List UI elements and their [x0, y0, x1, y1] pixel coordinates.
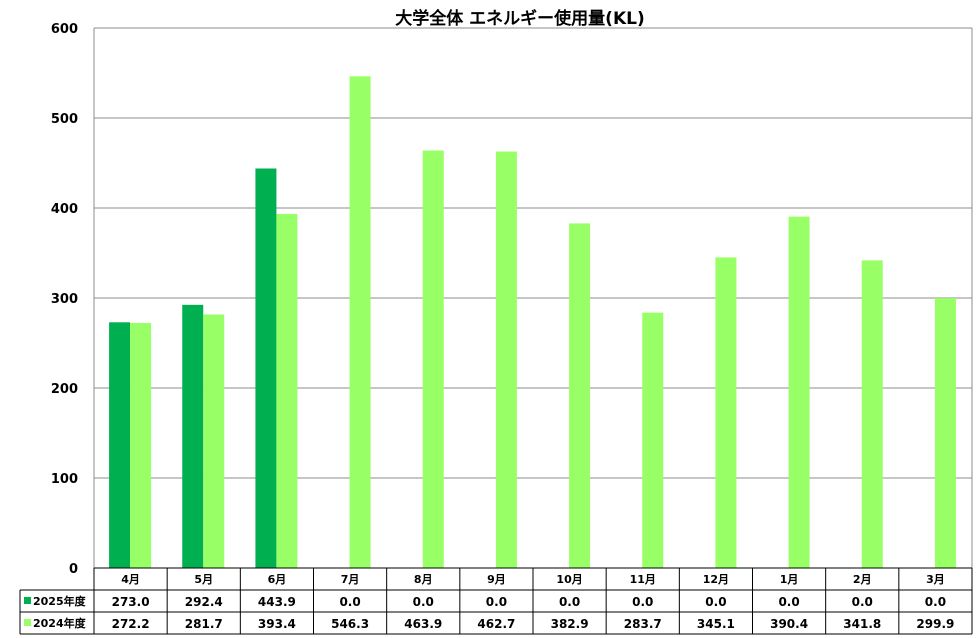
data-label: 0.0	[852, 595, 873, 609]
category-label: 12月	[703, 573, 729, 586]
bars	[109, 76, 956, 569]
data-table: 4月 5月 6月 7月 8月 9月 10月 11月 12月 1月 2月 3月 2025年度 273.0 29…	[19, 567, 973, 635]
data-label: 299.9	[916, 617, 954, 631]
category-label: 10月	[556, 573, 582, 586]
bar-2024年度-2月	[861, 260, 883, 568]
y-tick-label: 400	[51, 202, 78, 217]
bar-2024年度-3月	[934, 298, 956, 568]
y-tick-label: 500	[51, 112, 78, 127]
category-label: 7月	[341, 573, 360, 586]
gridlines	[93, 27, 973, 569]
bar-2024年度-10月	[569, 223, 591, 568]
data-label: 382.9	[551, 617, 589, 631]
data-label: 341.8	[843, 617, 881, 631]
legend-label: 2025年度	[33, 594, 87, 608]
category-label: 11月	[630, 573, 656, 586]
data-label: 281.7	[185, 617, 223, 631]
category-label: 4月	[121, 573, 140, 586]
category-label: 8月	[414, 573, 433, 586]
data-label: 0.0	[339, 595, 360, 609]
chart-title: 大学全体 エネルギー使用量(KL)	[395, 8, 644, 29]
y-tick-label: 0	[69, 562, 78, 577]
legend-swatch	[24, 619, 31, 626]
bar-2024年度-4月	[130, 323, 152, 568]
data-label: 462.7	[477, 617, 515, 631]
y-axis-ticks: 0 100 200 300 400 500 600	[51, 22, 78, 577]
data-label: 0.0	[559, 595, 580, 609]
data-label: 273.0	[112, 595, 150, 609]
data-label: 443.9	[258, 595, 296, 609]
bar-2024年度-12月	[715, 257, 737, 568]
legend-swatch	[24, 597, 31, 604]
data-label: 393.4	[258, 617, 296, 631]
bar-2024年度-11月	[642, 312, 664, 568]
y-tick-label: 600	[51, 22, 78, 37]
y-tick-label: 300	[51, 292, 78, 307]
bar-2025年度-6月	[255, 168, 277, 569]
category-label: 1月	[780, 573, 799, 586]
category-label: 9月	[487, 573, 506, 586]
data-label: 546.3	[331, 617, 369, 631]
data-label: 0.0	[486, 595, 507, 609]
category-label: 5月	[194, 573, 213, 586]
bar-2024年度-1月	[788, 216, 810, 568]
bar-2025年度-4月	[109, 322, 131, 568]
category-label: 6月	[268, 573, 287, 586]
category-label: 2月	[853, 573, 872, 586]
data-label: 292.4	[185, 595, 223, 609]
bar-2024年度-8月	[422, 150, 444, 569]
y-tick-label: 200	[51, 382, 78, 397]
legend-label: 2024年度	[33, 616, 87, 630]
data-label: 283.7	[624, 617, 662, 631]
category-label: 3月	[926, 573, 945, 586]
data-label: 0.0	[632, 595, 653, 609]
bar-2024年度-5月	[203, 314, 225, 568]
y-tick-label: 100	[51, 472, 78, 487]
data-label: 345.1	[697, 617, 735, 631]
bar-2025年度-5月	[182, 304, 204, 568]
data-label: 272.2	[112, 617, 150, 631]
bar-2024年度-6月	[276, 213, 298, 568]
data-label: 463.9	[404, 617, 442, 631]
data-label: 0.0	[925, 595, 946, 609]
bar-2024年度-7月	[349, 76, 371, 568]
data-label: 390.4	[770, 617, 808, 631]
data-label: 0.0	[778, 595, 799, 609]
data-label: 0.0	[413, 595, 434, 609]
bar-2024年度-9月	[495, 151, 517, 568]
data-label: 0.0	[705, 595, 726, 609]
